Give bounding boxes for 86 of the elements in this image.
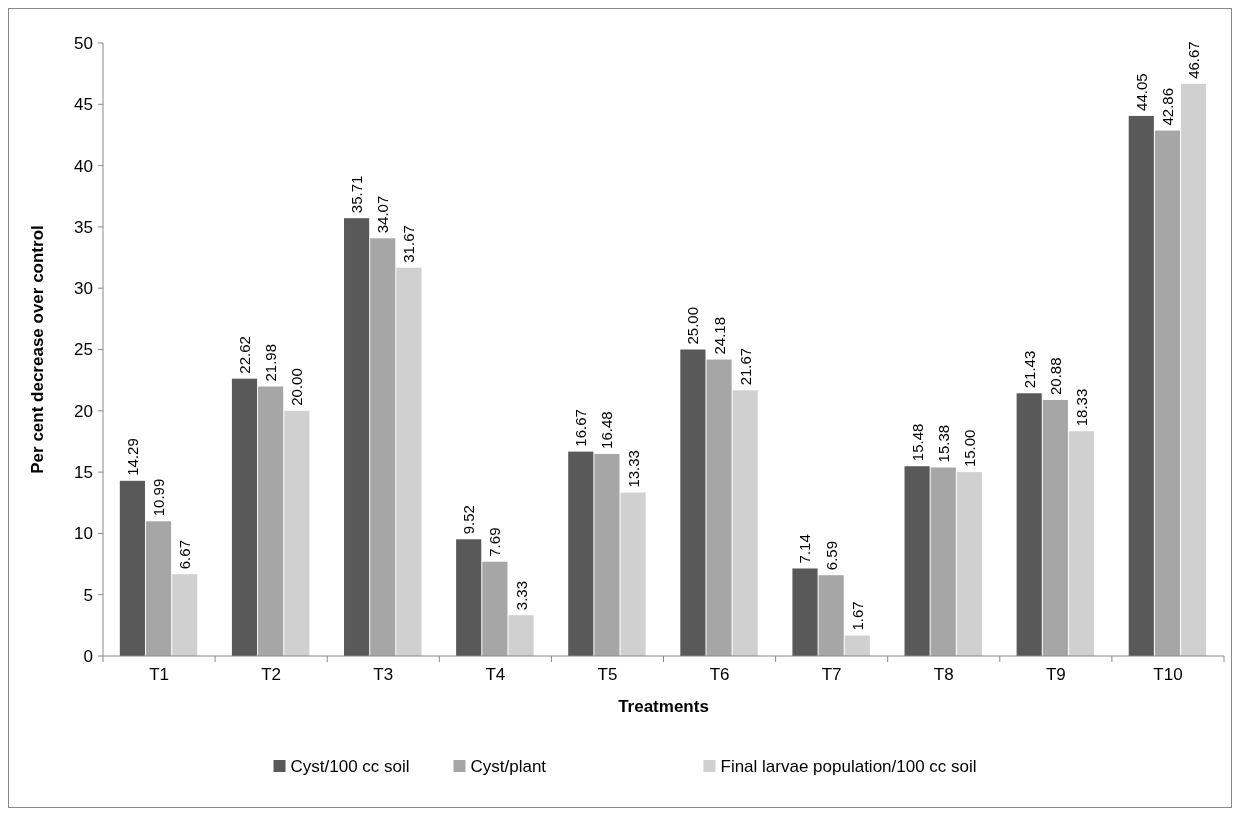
bar (1154, 130, 1181, 656)
bar (706, 359, 732, 656)
bar (792, 568, 818, 656)
text: 7.14 (796, 534, 814, 564)
x-tick-label: T7 (821, 665, 842, 684)
text: 1.67 (848, 601, 866, 631)
x-tick-label: T10 (1153, 665, 1183, 684)
bar (344, 218, 370, 656)
x-tick-label: T6 (709, 665, 730, 684)
bar (568, 451, 594, 656)
x-tick-label: T3 (373, 665, 394, 684)
bar (1181, 83, 1207, 656)
bar (1068, 431, 1095, 656)
text: 21.43 (1020, 350, 1038, 389)
text: 16.67 (572, 409, 590, 447)
text: 6.59 (822, 541, 840, 571)
text: 18.33 (1073, 388, 1091, 427)
x-tick-label: T1 (149, 665, 169, 684)
x-tick-label: T9 (1045, 665, 1066, 684)
bar (396, 267, 422, 656)
y-tick-label: 20 (74, 401, 93, 421)
legend-label: Cyst/plant (470, 756, 547, 776)
text: 16.48 (598, 411, 616, 449)
y-tick-label: 15 (74, 463, 93, 483)
y-axis-title: Per cent decrease over control (28, 225, 47, 474)
bar (818, 575, 844, 656)
x-axis-title: Treatments (618, 697, 709, 716)
bar (370, 238, 396, 656)
y-tick-label: 10 (74, 524, 93, 544)
text: 6.67 (176, 540, 194, 570)
bar (172, 574, 198, 656)
x-tick-label: T2 (261, 665, 282, 684)
text: 13.33 (624, 450, 642, 488)
bar (456, 539, 482, 656)
legend-label: Final larvae population/100 cc soil (720, 756, 977, 776)
bar (145, 521, 172, 656)
text: 46.67 (1185, 41, 1203, 79)
text: 20.88 (1046, 357, 1064, 396)
legend-label: Cyst/100 cc soil (290, 756, 410, 776)
y-tick-label: 40 (74, 156, 93, 176)
bar (1042, 400, 1068, 656)
text: 44.05 (1132, 73, 1150, 111)
y-tick-label: 25 (74, 340, 93, 360)
text: 25.00 (684, 306, 702, 345)
text: 10.99 (150, 478, 168, 517)
text: 15.00 (960, 429, 978, 468)
bar (956, 472, 982, 656)
text: 20.00 (288, 368, 306, 406)
x-tick-label: T5 (597, 665, 618, 684)
bar (930, 467, 956, 656)
text: 14.29 (123, 438, 141, 476)
text: 22.62 (235, 336, 253, 374)
bar (482, 561, 508, 656)
bar (284, 410, 310, 656)
bar (732, 390, 758, 656)
text: 15.38 (934, 424, 952, 463)
bar (258, 386, 284, 656)
text: 24.18 (710, 317, 728, 355)
y-tick-label: 35 (74, 217, 93, 237)
bar (620, 492, 646, 656)
y-tick-label: 5 (83, 585, 93, 605)
x-tick-label: T8 (933, 665, 954, 684)
y-tick-label: 0 (83, 646, 93, 666)
bar (844, 635, 870, 656)
text: 21.67 (736, 347, 754, 386)
text: 15.48 (908, 423, 926, 462)
text: 42.86 (1158, 87, 1176, 126)
y-tick-label: 50 (74, 33, 93, 53)
bar (904, 466, 930, 656)
bar (119, 480, 145, 656)
bar (1128, 115, 1154, 656)
text: 21.98 (262, 343, 280, 382)
text: 9.52 (460, 505, 478, 535)
text: 35.71 (348, 175, 366, 214)
text: 7.69 (486, 527, 504, 557)
text: 31.67 (400, 225, 418, 263)
x-tick-label: T4 (485, 665, 506, 684)
bar (1016, 393, 1042, 656)
y-tick-label: 45 (74, 95, 93, 115)
y-tick-label: 30 (74, 279, 93, 299)
text: 3.33 (512, 580, 530, 611)
bar (594, 453, 620, 656)
bar (508, 615, 534, 656)
text: 34.07 (374, 195, 392, 234)
bar (231, 378, 258, 656)
bar (680, 349, 706, 656)
